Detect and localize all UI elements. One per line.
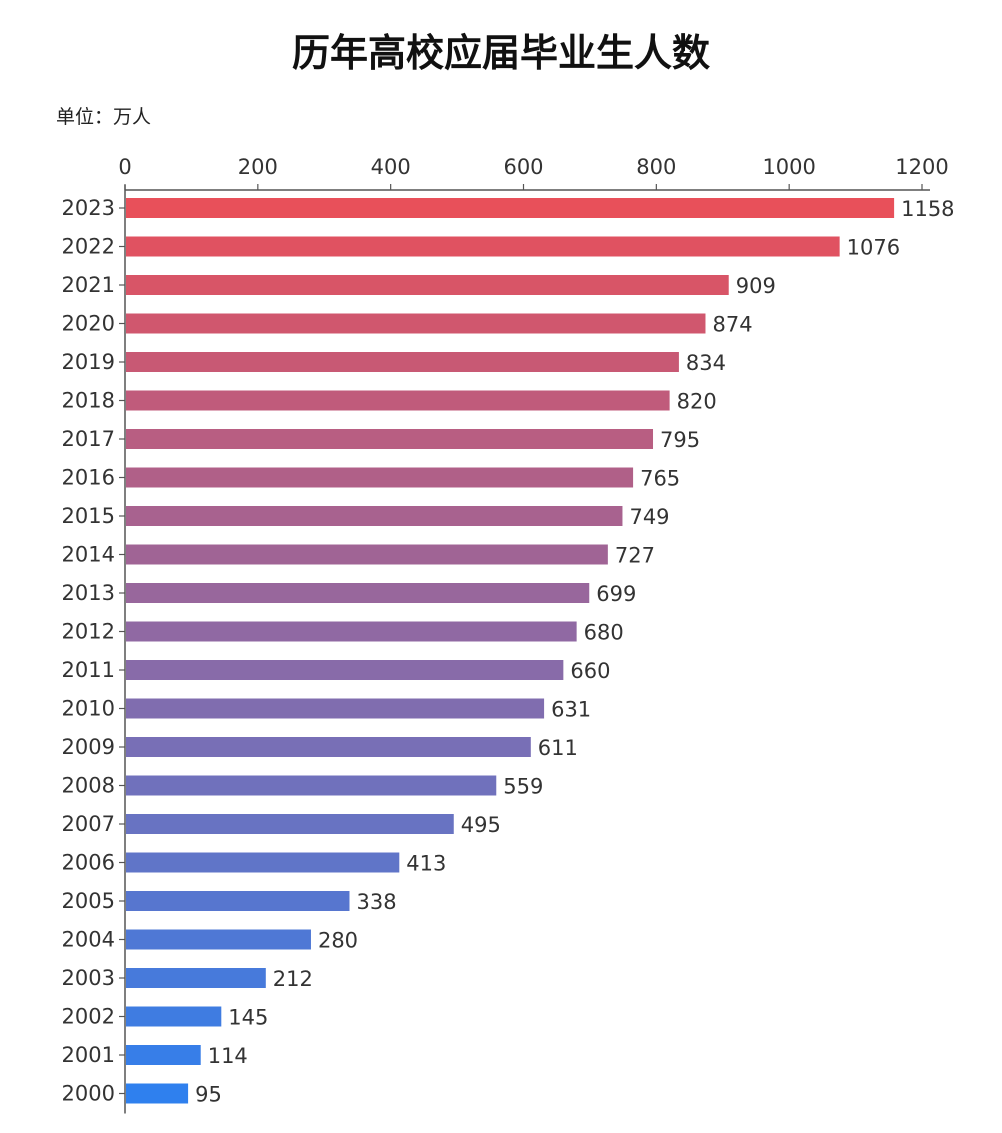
bar-2022 xyxy=(126,236,840,257)
value-label-2013: 699 xyxy=(596,582,636,606)
bar-2013 xyxy=(126,583,590,603)
y-tick-label-2001: 2001 xyxy=(62,1043,115,1067)
bar-2009 xyxy=(126,737,531,757)
value-label-2012: 680 xyxy=(584,621,624,645)
value-label-2017: 795 xyxy=(660,428,700,452)
y-tick-label-2015: 2015 xyxy=(62,504,115,528)
bar-2015 xyxy=(126,506,623,526)
bar-2021 xyxy=(126,275,729,295)
y-tick-label-2013: 2013 xyxy=(62,581,115,605)
value-label-2000: 95 xyxy=(195,1083,222,1107)
value-label-2001: 114 xyxy=(208,1044,248,1068)
value-label-2006: 413 xyxy=(406,852,446,876)
value-label-2009: 611 xyxy=(538,736,578,760)
value-label-2023: 1158 xyxy=(901,197,954,221)
x-tick-label: 0 xyxy=(118,155,131,179)
bar-2019 xyxy=(126,352,679,372)
value-label-2016: 765 xyxy=(640,467,680,491)
y-tick-label-2006: 2006 xyxy=(62,851,115,875)
y-tick-label-2017: 2017 xyxy=(62,427,115,451)
bar-2004 xyxy=(126,929,311,950)
bar-2016 xyxy=(126,467,634,488)
value-label-2004: 280 xyxy=(318,929,358,953)
y-tick-label-2008: 2008 xyxy=(62,774,115,798)
bar-2012 xyxy=(126,621,577,642)
bar-2005 xyxy=(126,891,350,911)
value-label-2003: 212 xyxy=(273,967,313,991)
bar-2000 xyxy=(126,1083,189,1104)
y-tick-label-2002: 2002 xyxy=(62,1005,115,1029)
value-label-2002: 145 xyxy=(228,1006,268,1030)
y-tick-label-2004: 2004 xyxy=(62,928,115,952)
value-label-2011: 660 xyxy=(570,659,610,683)
value-label-2015: 749 xyxy=(629,505,669,529)
bar-2023 xyxy=(126,198,895,218)
bar-2008 xyxy=(126,775,497,796)
chart-title: 历年高校应届毕业生人数 xyxy=(291,31,710,75)
y-tick-label-2023: 2023 xyxy=(62,196,115,220)
y-tick-label-2020: 2020 xyxy=(62,312,115,336)
bar-2014 xyxy=(126,544,608,565)
value-label-2022: 1076 xyxy=(847,236,900,260)
y-tick-label-2012: 2012 xyxy=(62,620,115,644)
y-tick-label-2005: 2005 xyxy=(62,889,115,913)
bar-2020 xyxy=(126,313,706,334)
x-tick-label: 400 xyxy=(371,155,411,179)
bar-2003 xyxy=(126,968,266,988)
bar-2017 xyxy=(126,429,654,449)
value-label-2021: 909 xyxy=(736,274,776,298)
value-label-2007: 495 xyxy=(461,813,501,837)
value-label-2014: 727 xyxy=(615,544,655,568)
value-label-2008: 559 xyxy=(503,775,543,799)
bar-2006 xyxy=(126,852,400,873)
x-tick-label: 800 xyxy=(636,155,676,179)
value-label-2018: 820 xyxy=(677,390,717,414)
x-tick-label: 200 xyxy=(238,155,278,179)
y-tick-label-2016: 2016 xyxy=(62,466,115,490)
y-tick-label-2000: 2000 xyxy=(62,1082,115,1106)
bar-2011 xyxy=(126,660,564,680)
x-tick-label: 1000 xyxy=(762,155,815,179)
y-tick-label-2018: 2018 xyxy=(62,389,115,413)
bar-2002 xyxy=(126,1006,222,1027)
value-label-2005: 338 xyxy=(356,890,396,914)
bar-2001 xyxy=(126,1045,201,1065)
y-tick-label-2010: 2010 xyxy=(62,697,115,721)
y-tick-label-2019: 2019 xyxy=(62,350,115,374)
bar-2010 xyxy=(126,698,545,719)
y-tick-label-2011: 2011 xyxy=(62,658,115,682)
y-tick-label-2007: 2007 xyxy=(62,812,115,836)
bar-2007 xyxy=(126,814,454,834)
x-tick-label: 600 xyxy=(503,155,543,179)
y-tick-label-2014: 2014 xyxy=(62,543,115,567)
value-label-2010: 631 xyxy=(551,698,591,722)
x-tick-label: 1200 xyxy=(895,155,948,179)
unit-label: 单位：万人 xyxy=(56,106,152,128)
bar-2018 xyxy=(126,390,670,411)
value-label-2020: 874 xyxy=(712,313,752,337)
y-tick-label-2021: 2021 xyxy=(62,273,115,297)
y-tick-label-2003: 2003 xyxy=(62,966,115,990)
y-tick-label-2009: 2009 xyxy=(62,735,115,759)
y-tick-label-2022: 2022 xyxy=(62,235,115,259)
value-label-2019: 834 xyxy=(686,351,726,375)
